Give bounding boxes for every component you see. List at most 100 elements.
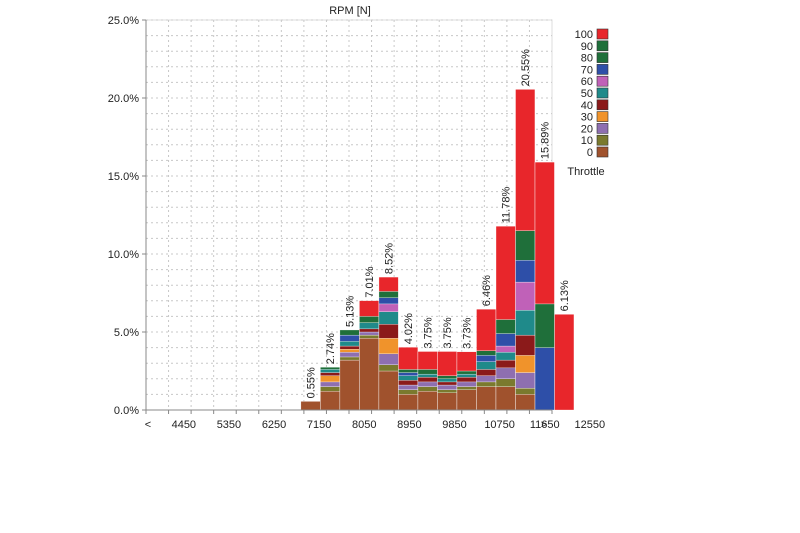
- bar-segment-throttle-10: [417, 386, 438, 392]
- bar-segment-throttle-40: [320, 372, 340, 376]
- bar-segment-throttle-40: [456, 377, 477, 383]
- y-tick-label: 5.0%: [114, 327, 139, 339]
- legend-entry-label: 40: [581, 100, 593, 112]
- bar-segment-throttle-40: [495, 359, 516, 369]
- legend-swatch-0: [596, 146, 609, 158]
- bar-segment-throttle-10: [398, 389, 419, 395]
- x-tick-label: 5350: [217, 419, 241, 431]
- bar-segment-throttle-100: [456, 351, 477, 372]
- legend-swatch-90: [596, 40, 609, 52]
- bar-data-label: 0.55%: [306, 367, 318, 398]
- bar-segment-throttle-10: [456, 386, 477, 390]
- y-tick-label: 20.0%: [108, 93, 139, 105]
- bar-data-label: 5.13%: [345, 296, 357, 327]
- bar-data-label: 3.75%: [423, 317, 435, 348]
- legend-swatch-80: [596, 52, 609, 63]
- legend-swatch-100: [596, 28, 609, 40]
- bar-segment-throttle-0: [398, 394, 419, 411]
- bar-segment-throttle-70: [339, 334, 360, 342]
- bar-segment-throttle-40: [515, 334, 536, 356]
- bar-segment-throttle-0: [417, 391, 438, 411]
- bar-segment-throttle-100: [495, 226, 516, 320]
- bar-segment-throttle-50: [495, 352, 516, 361]
- bar-segment-throttle-100: [534, 161, 555, 305]
- bar-segment-throttle-60: [515, 281, 536, 311]
- bar-segment-throttle-80: [417, 369, 438, 375]
- bar-segment-throttle-0: [339, 359, 360, 411]
- bar-segment-throttle-80: [476, 350, 497, 356]
- bar-segment-throttle-10: [476, 381, 497, 387]
- x-tick-label: 9850: [442, 419, 466, 431]
- bar-segment-throttle-40: [417, 377, 438, 383]
- bar-segment-throttle-0: [495, 386, 516, 411]
- bar-segment-throttle-20: [417, 381, 438, 387]
- bar-segment-throttle-10: [495, 378, 516, 387]
- bar-segment-throttle-100: [515, 89, 536, 231]
- bar-segment-throttle-100: [378, 276, 399, 292]
- bar-segment-throttle-10: [515, 388, 536, 395]
- bar-segment-throttle-30: [515, 355, 536, 373]
- legend-entry-label: 60: [581, 76, 593, 88]
- legend-swatch-20: [596, 123, 609, 134]
- bar-segment-throttle-70: [378, 297, 399, 305]
- bar-segment-throttle-40: [339, 345, 360, 350]
- bar-segment-throttle-70: [515, 260, 536, 283]
- legend-swatch-30: [596, 111, 609, 122]
- x-tick-label: 7150: [307, 419, 331, 431]
- bar-segment-throttle-60: [378, 303, 399, 312]
- legend-swatch-10: [596, 134, 609, 146]
- legend-entry-label: 80: [581, 53, 593, 65]
- x-tick-label: 11650: [530, 419, 560, 431]
- bar-segment-throttle-20: [378, 353, 399, 365]
- bar-segment-throttle-0: [456, 389, 477, 411]
- x-tick-label: 10750: [484, 419, 515, 431]
- legend-swatch-50: [596, 87, 609, 99]
- bar-segment-throttle-60: [495, 345, 516, 353]
- bar-segment-throttle-40: [359, 328, 379, 333]
- bar-segment-throttle-20: [398, 384, 419, 390]
- bar-segment-throttle-50: [476, 361, 497, 370]
- bar-segment-throttle-80: [359, 316, 379, 323]
- bar-segment-throttle-80: [398, 369, 419, 373]
- bar-data-label: 8.52%: [384, 243, 396, 274]
- bar-segment-throttle-80: [456, 370, 477, 375]
- bar-segment-throttle-40: [378, 324, 399, 339]
- bar-segment-throttle-20: [437, 384, 458, 390]
- bar-segment-throttle-80: [437, 375, 458, 379]
- legend-entry-label: 70: [581, 64, 593, 76]
- bar-segment-throttle-20: [476, 375, 497, 383]
- bar-segment-throttle-50: [378, 311, 399, 325]
- bar-segment-throttle-0: [378, 370, 399, 411]
- bar-segment-throttle-80: [515, 230, 536, 261]
- bar-segment-throttle-10: [359, 334, 379, 339]
- legend-swatch-40: [596, 99, 609, 111]
- data-label-group: 0.55% 2.74% 5.13% 7.01% 8.52% 4.02% 3.75% 3.75%…: [306, 49, 572, 399]
- bar-segment-throttle-70: [398, 372, 419, 376]
- bar-data-label: 3.75%: [442, 317, 454, 348]
- bar-segment-throttle-20: [359, 331, 379, 336]
- bar-segment-throttle-50: [417, 373, 438, 378]
- bar-segment-throttle-70: [476, 355, 497, 362]
- bar-segment-throttle-40: [398, 380, 419, 386]
- bar-data-label: 15.89%: [540, 122, 552, 160]
- bar-data-label: 6.46%: [481, 275, 493, 306]
- bar-segment-throttle-0: [515, 394, 536, 411]
- bar-segment-throttle-100: [437, 351, 458, 376]
- bar-segment-throttle-100: [359, 300, 379, 317]
- bar-segment-throttle-0: [359, 338, 379, 411]
- y-tick-label: 25.0%: [108, 15, 139, 27]
- bar-stack-group: [300, 89, 575, 411]
- y-tick-label: 0.0%: [114, 405, 139, 417]
- legend-entry-label: 0: [587, 147, 593, 159]
- chart-title: RPM [N]: [329, 5, 371, 17]
- bar-segment-throttle-100: [417, 351, 438, 370]
- bar-segment-throttle-10: [339, 356, 360, 361]
- bar-segment-throttle-40: [476, 369, 497, 376]
- x-tick-label: 8950: [397, 419, 421, 431]
- bar-data-label: 2.74%: [325, 333, 337, 364]
- x-tick-label: >: [541, 419, 547, 431]
- bar-segment-throttle-20: [456, 381, 477, 387]
- bar-segment-throttle-80: [534, 303, 555, 348]
- legend-entry-label: 10: [581, 135, 593, 147]
